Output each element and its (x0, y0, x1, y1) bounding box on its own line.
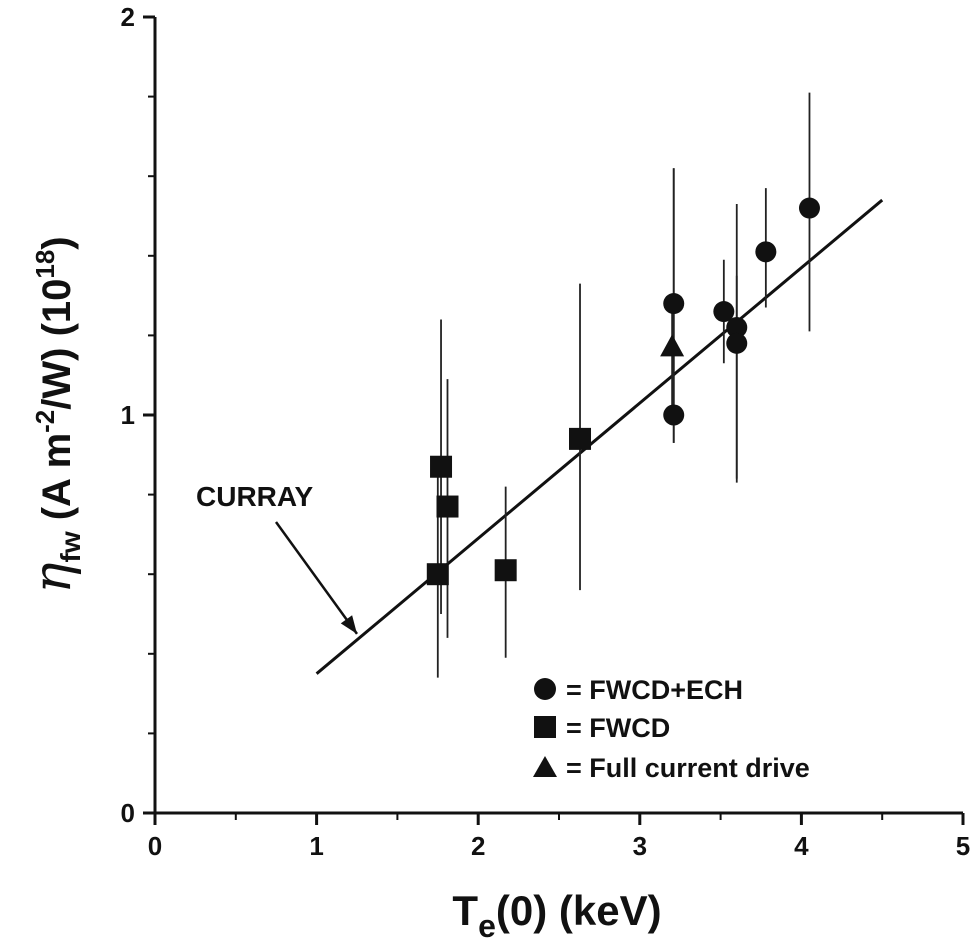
arrow-head (340, 615, 357, 634)
data-point-square (569, 427, 592, 450)
legend-label-fwcd: = FWCD (566, 713, 670, 743)
markers (426, 197, 820, 586)
x-tick-label: 2 (471, 831, 485, 861)
ticks: 0 1 2 3 4 5 0 1 2 (121, 2, 971, 861)
x-tick-label: 5 (956, 831, 970, 861)
y-axis-title: ηfw (A m-2/W) (1018) (23, 236, 86, 593)
error-bars (436, 92, 811, 678)
y-tick-label: 1 (121, 400, 135, 430)
data-point-square (436, 495, 459, 518)
curray-annotation-label: CURRAY (196, 481, 314, 512)
data-point-triangle (660, 334, 685, 357)
data-point-circle (726, 332, 748, 354)
curray-curve (315, 198, 884, 675)
legend: = FWCD+ECH = FWCD = Full current drive (533, 675, 810, 783)
x-tick-label: 3 (633, 831, 647, 861)
legend-triangle-marker (533, 756, 557, 777)
y-axis-title-c: ) (35, 236, 79, 249)
arrow-shaft (274, 521, 359, 635)
x-axis-title-sub: e (478, 908, 496, 938)
y-axis-title-b: /W) (10 (35, 279, 79, 410)
legend-circle-marker (534, 678, 556, 700)
data-point-circle (798, 197, 820, 219)
x-axis-title-rest: (0) (keV) (496, 887, 662, 934)
data-point-square (430, 455, 453, 478)
x-tick-label: 0 (148, 831, 162, 861)
data-point-circle (663, 404, 685, 426)
axes (153, 17, 963, 815)
x-axis-title: Te(0) (keV) (452, 887, 661, 938)
data-point-square (494, 559, 517, 582)
legend-label-full-current-drive: = Full current drive (566, 753, 810, 783)
legend-square-marker (534, 716, 556, 738)
data-point-circle (713, 301, 735, 323)
y-tick-label: 0 (121, 798, 135, 828)
y-axis-title-exp2: 18 (30, 250, 60, 279)
x-axis-title-main: T (452, 887, 478, 934)
data-point-circle (755, 241, 777, 263)
x-tick-label: 1 (309, 831, 323, 861)
y-axis-title-a: (A m (35, 433, 79, 532)
data-point-circle (726, 316, 748, 338)
y-axis-title-sub: fw (55, 531, 86, 562)
y-axis-title-exp: -2 (30, 410, 60, 433)
curray-curve-layer (315, 198, 884, 675)
data-point-circle (663, 293, 685, 315)
y-axis-title-eta: η (23, 562, 83, 593)
legend-label-fwcd-ech: = FWCD+ECH (566, 675, 743, 705)
curray-annotation-arrow (274, 521, 359, 635)
y-tick-label: 2 (121, 2, 135, 32)
x-tick-label: 4 (794, 831, 809, 861)
data-point-square (426, 563, 449, 586)
